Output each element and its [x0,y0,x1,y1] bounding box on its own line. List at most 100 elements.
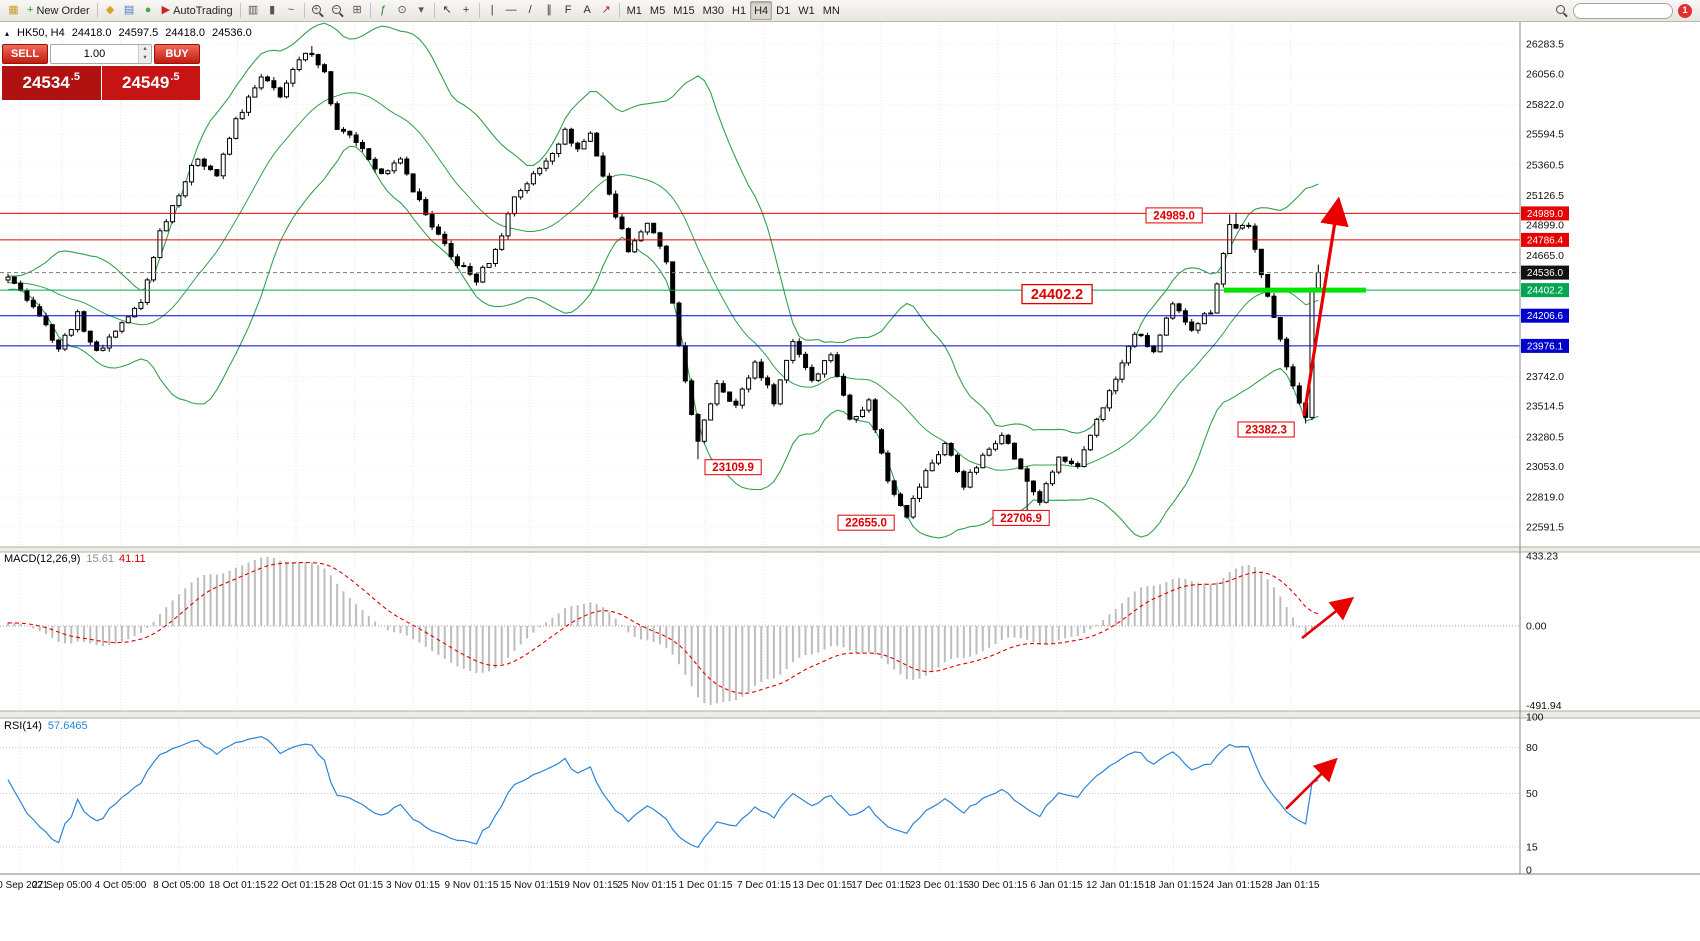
svg-text:24989.0: 24989.0 [1153,210,1195,222]
fibonacci-icon[interactable]: F [559,1,578,20]
annotation-box-22706.9[interactable] [992,509,1050,526]
annotation-box-23382.3[interactable] [1237,421,1295,438]
bar-chart-icon[interactable]: ▥ [244,1,263,20]
text-label-icon[interactable]: A [578,1,597,20]
tf-m5-label: M5 [649,4,666,17]
toolbar-separator [369,3,371,18]
trendline-icon[interactable]: / [521,1,540,20]
search-input[interactable] [1573,2,1673,19]
svg-text:15 Nov 01:15: 15 Nov 01:15 [500,880,560,891]
ohlc-high: 24597.5 [118,27,159,39]
macd-histogram [7,556,1320,705]
community-icon[interactable]: ● [139,1,158,20]
toolbar-separator [618,3,620,18]
rsi-value: 57.6465 [47,720,88,732]
candles-layer [5,46,1321,519]
tf-m15[interactable]: M15 [669,1,698,20]
macd-indicator-label: MACD(12,26,9) 15.61 41.11 [4,553,146,565]
svg-text:24402.2: 24402.2 [1527,286,1564,297]
rsi-indicator-label: RSI(14) 57.6465 [4,720,88,732]
indicators-icon[interactable]: ƒ [374,1,393,20]
new-order-button[interactable]: + New Order [23,1,94,20]
zoom-out-icon: − [331,4,344,17]
volume-input[interactable] [51,45,138,63]
bb-upper [8,22,1319,434]
annotation-box-22655.0[interactable] [837,514,895,531]
autotrading-button: ▶ [161,4,171,16]
volume-down-icon[interactable]: ▾ [139,54,151,63]
svg-text:17 Dec 01:15: 17 Dec 01:15 [851,880,911,891]
sell-price[interactable]: 24534 .5 [2,66,101,100]
arrows-tool-icon[interactable]: ↗ [597,1,616,20]
metaeditor-icon[interactable]: ◆ [101,1,120,20]
buy-button[interactable]: BUY [154,44,200,64]
crosshair-icon[interactable]: + [457,1,476,20]
market-watch-icon[interactable]: ▤ [120,1,139,20]
toolbar-right: 1 [1556,2,1696,19]
annotation-box-24989.0[interactable] [1145,207,1203,224]
chart-window-icon[interactable]: ▦ [4,1,23,20]
svg-text:25126.5: 25126.5 [1526,190,1564,202]
svg-text:22 Oct 01:15: 22 Oct 01:15 [267,880,325,891]
tf-m30[interactable]: M30 [699,1,728,20]
horizontal-line-icon[interactable]: — [502,1,521,20]
metaeditor-icon: ◆ [105,4,115,16]
line-chart-icon: ~ [287,4,295,16]
svg-text:25822.0: 25822.0 [1526,99,1564,111]
autotrading-button[interactable]: ▶ AutoTrading [158,1,237,20]
tf-w1-label: W1 [798,4,815,17]
sell-button[interactable]: SELL [2,44,48,64]
tf-h4[interactable]: H4 [750,1,773,20]
toolbar-separator [433,3,435,18]
svg-text:25 Nov 01:15: 25 Nov 01:15 [617,880,677,891]
crosshair-icon: + [462,4,470,16]
svg-text:24899.0: 24899.0 [1526,220,1564,232]
bb-middle [7,92,1319,471]
svg-text:15: 15 [1526,842,1538,854]
horizontal-line-icon: — [505,4,517,16]
toolbar-separator [96,3,98,18]
annotation-box-23109.9[interactable] [704,459,762,476]
tf-m5[interactable]: M5 [646,1,669,20]
collapse-widget-icon[interactable]: ▴ [5,28,10,38]
trend-arrows[interactable] [1285,196,1355,810]
tf-w1[interactable]: W1 [794,1,819,20]
candlestick-chart-icon[interactable]: ▮ [263,1,282,20]
annotation-box-24402.2[interactable] [1021,283,1093,305]
tf-h1[interactable]: H1 [728,1,750,20]
tf-m1[interactable]: M1 [623,1,646,20]
rsi-line [7,735,1319,849]
svg-text:24989.0: 24989.0 [1527,209,1564,220]
main-chart-arrow[interactable] [1302,196,1349,417]
svg-text:24206.6: 24206.6 [1527,311,1564,322]
templates-icon[interactable]: ▾ [412,1,431,20]
chart-svg[interactable]: 26283.5 26056.0 25822.0 25594.5 25360.5 25126… [0,22,1700,941]
channel-icon[interactable]: ∥ [540,1,559,20]
tf-d1[interactable]: D1 [772,1,794,20]
rsi-arrow[interactable] [1285,757,1338,810]
toolbar-separator [303,3,305,18]
cursor-icon[interactable]: ↖ [438,1,457,20]
periods-icon[interactable]: ⊙ [393,1,412,20]
symbol-name: HK50, H4 [17,27,65,39]
price-annotations[interactable]: 24989.0 24402.2 23109.9 22655.0 22706.9 23382… [704,207,1295,531]
svg-text:-491.94: -491.94 [1526,700,1562,712]
volume-up-icon[interactable]: ▴ [139,45,151,54]
buy-price-frac: .5 [170,71,180,83]
zoom-out-icon[interactable]: − [328,1,348,20]
price-tag-24402.2 [1521,283,1569,298]
horizontal-line-objects[interactable] [0,212,1520,347]
vertical-line-icon[interactable]: | [483,1,502,20]
chart-window-icon: ▦ [8,4,19,16]
tf-mn[interactable]: MN [819,1,844,20]
buy-price[interactable]: 24549 .5 [101,66,200,100]
line-chart-icon[interactable]: ~ [282,1,301,20]
price-tag-24786.4 [1521,232,1569,247]
tile-windows-icon[interactable]: ⊞ [348,1,367,20]
notification-badge[interactable]: 1 [1678,3,1692,18]
buy-price-main: 24549 [122,73,170,92]
zoom-in-icon[interactable]: + [308,1,328,20]
search-icon[interactable] [1556,4,1568,17]
bar-chart-icon: ▥ [247,4,259,16]
macd-arrow[interactable] [1301,596,1355,640]
